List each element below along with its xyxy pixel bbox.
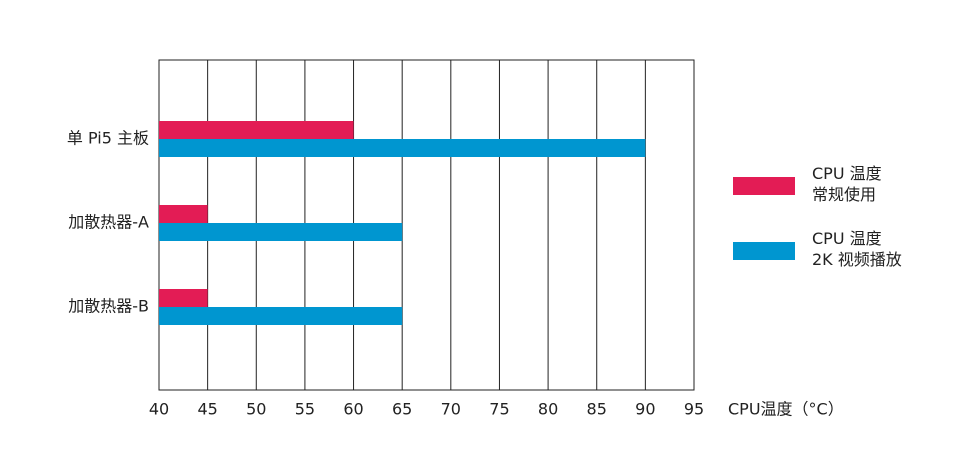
bar	[159, 139, 646, 157]
x-axis-label: CPU温度（°C）	[728, 400, 844, 419]
x-tick-label: 45	[197, 400, 217, 419]
x-tick-label: 60	[343, 400, 363, 419]
legend-label: CPU 温度 2K 视频播放	[812, 229, 902, 269]
y-tick-label: 单 Pi5 主板	[67, 129, 149, 148]
bar	[159, 205, 208, 223]
x-tick-label: 90	[635, 400, 655, 419]
bar	[159, 289, 208, 307]
x-tick-label: 55	[295, 400, 315, 419]
legend-swatch	[733, 177, 795, 195]
bar	[159, 121, 354, 139]
x-tick-label: 95	[684, 400, 704, 419]
x-tick-label: 65	[392, 400, 412, 419]
x-tick-label: 85	[587, 400, 607, 419]
x-tick-label: 70	[441, 400, 461, 419]
y-tick-label: 加散热器-A	[68, 213, 149, 232]
bar	[159, 223, 403, 241]
bar	[159, 307, 403, 325]
x-tick-label: 40	[149, 400, 169, 419]
x-tick-label: 50	[246, 400, 266, 419]
x-tick-label: 80	[538, 400, 558, 419]
x-tick-label: 75	[489, 400, 509, 419]
legend-swatch	[733, 242, 795, 260]
legend-label: CPU 温度 常规使用	[812, 164, 882, 204]
y-tick-label: 加散热器-B	[68, 297, 149, 316]
